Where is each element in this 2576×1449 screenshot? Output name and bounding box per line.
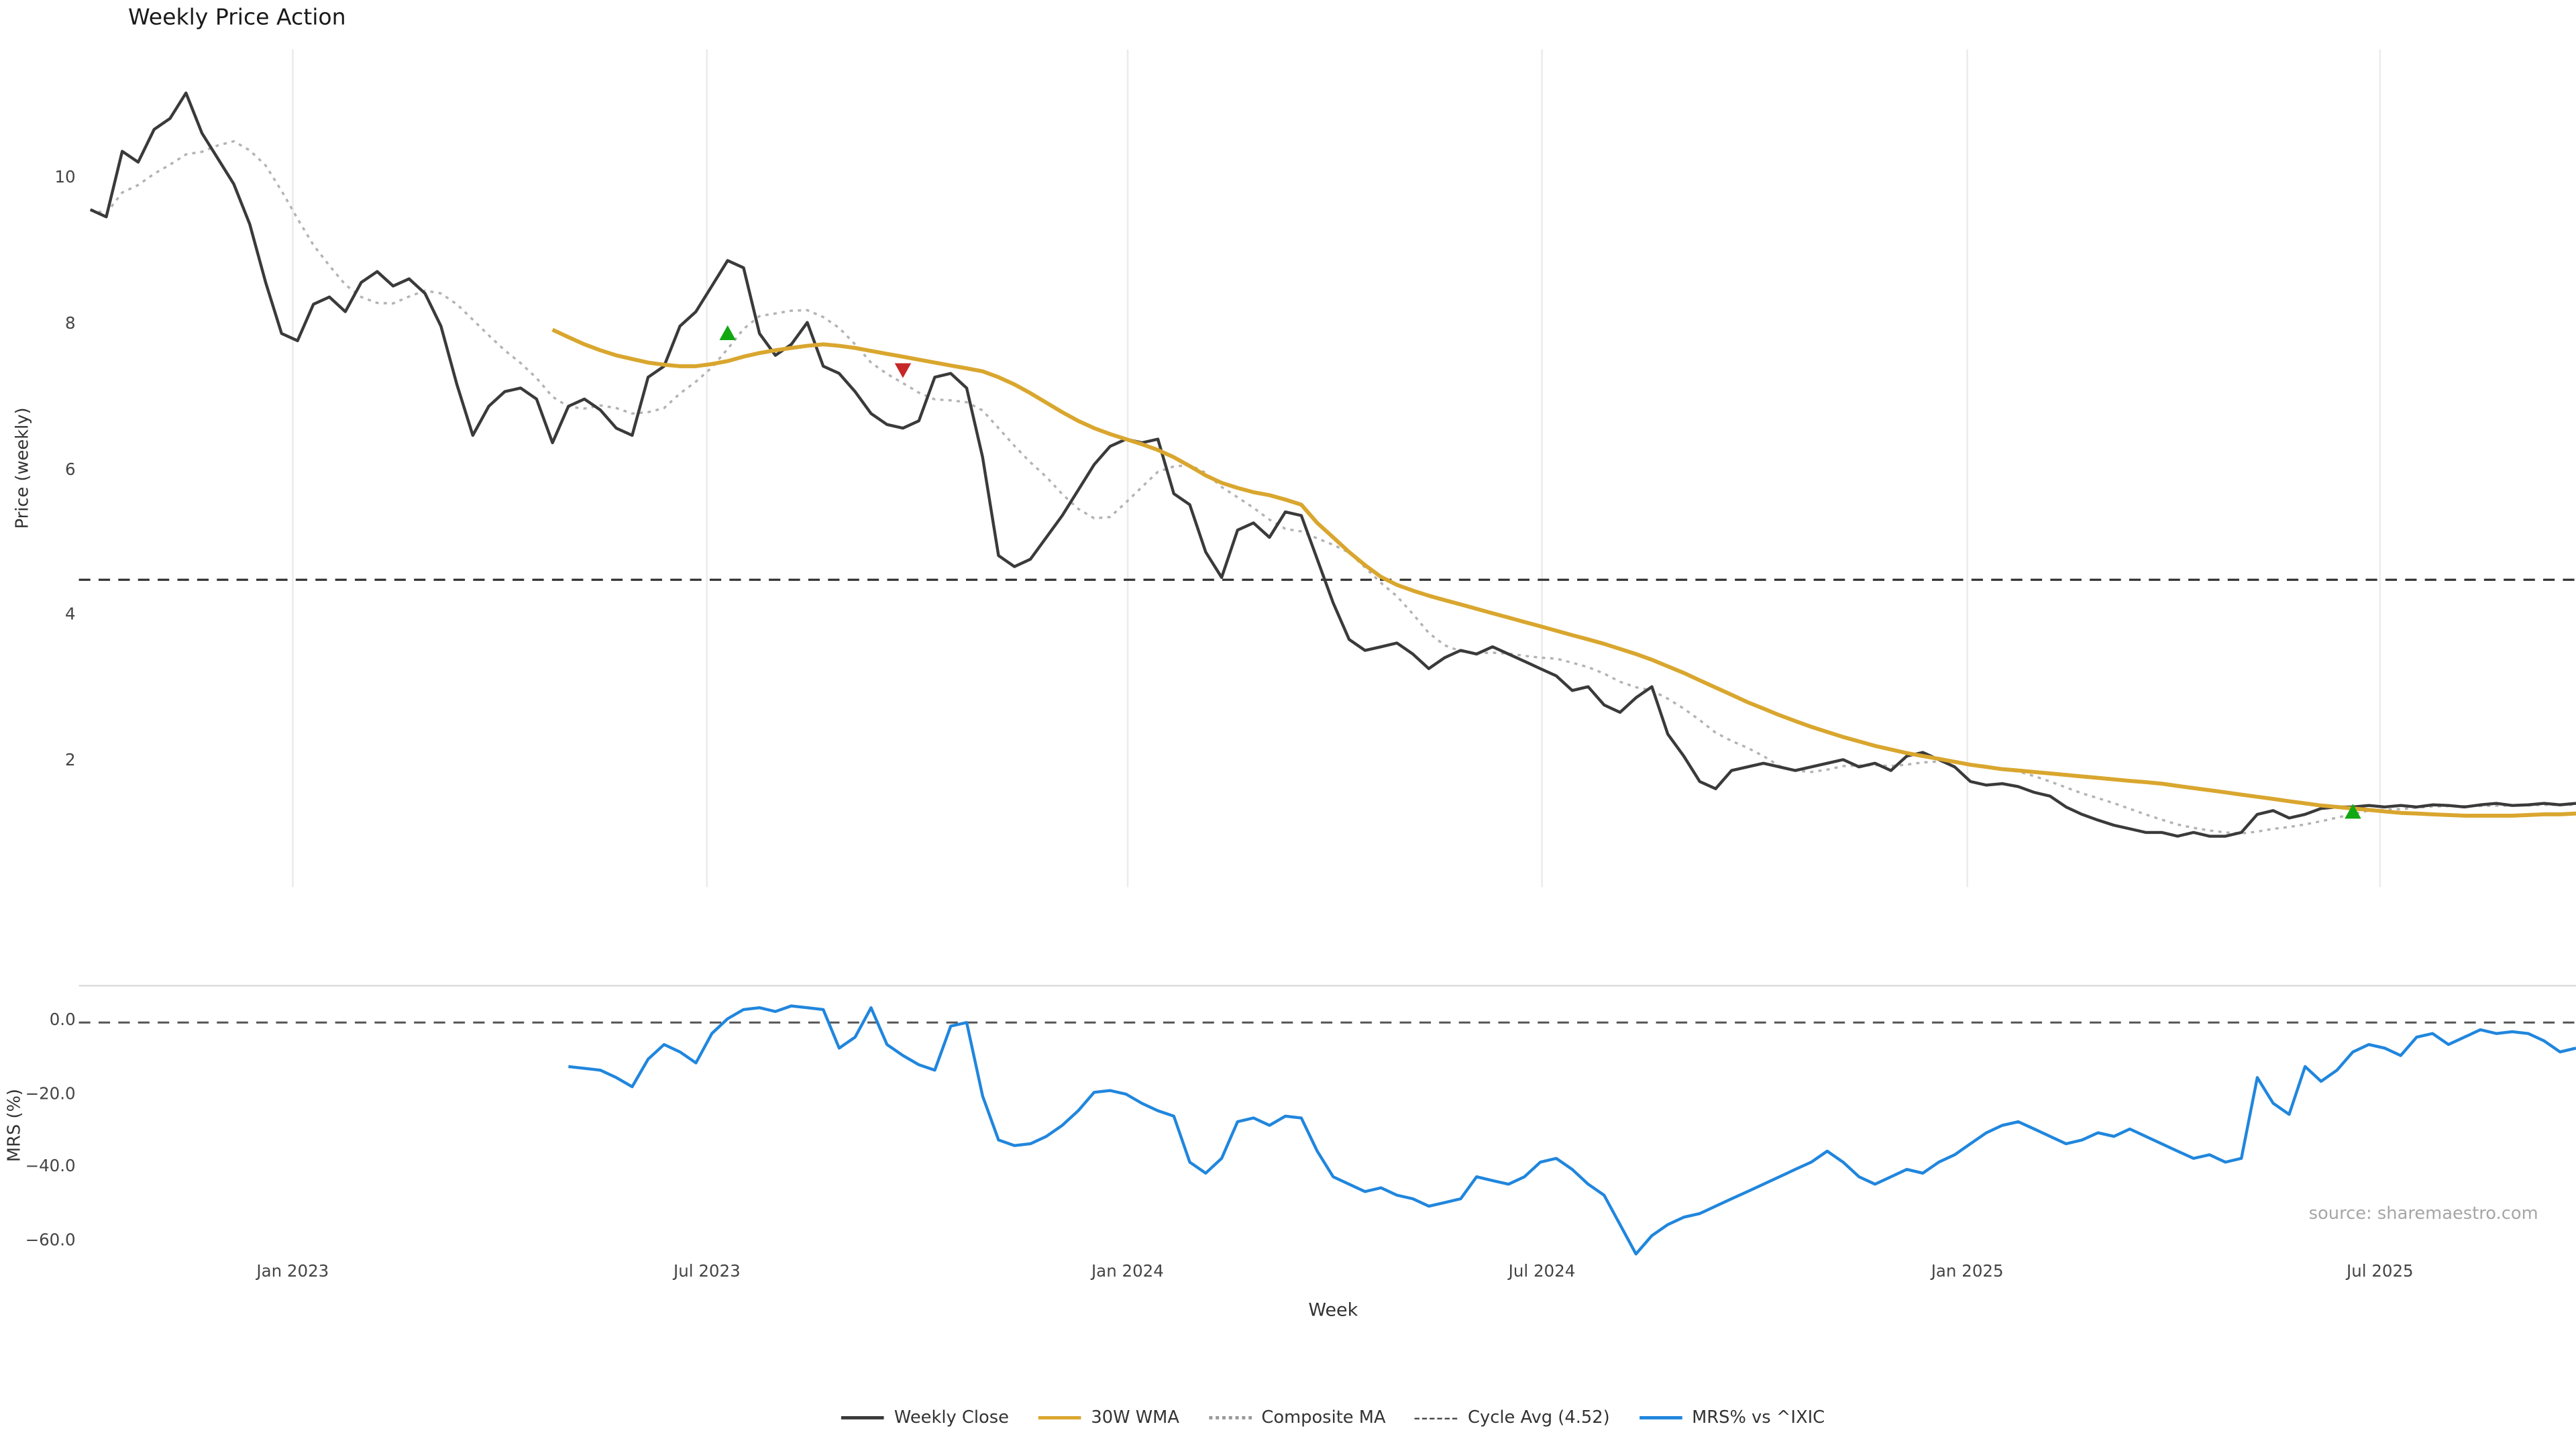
legend-swatch (841, 1416, 885, 1419)
price-y-tick-label: 6 (65, 461, 76, 480)
weekly-close-line (89, 91, 2576, 838)
legend-swatch (1415, 1417, 1458, 1419)
legend-item-composite-ma: Composite MA (1209, 1408, 1386, 1428)
wma-30w-line (551, 327, 2576, 818)
legend-label: Weekly Close (894, 1407, 1009, 1428)
price-y-tick-label: 8 (65, 315, 76, 334)
legend-swatch (1209, 1416, 1252, 1419)
legend-swatch (1038, 1416, 1081, 1419)
legend-label: MRS% vs ^IXIC (1692, 1407, 1825, 1428)
x-tick-label: Jul 2025 (2346, 1263, 2414, 1282)
source-attribution: source: sharemaestro.com (2308, 1204, 2538, 1224)
x-axis-label: Week (1308, 1299, 1358, 1321)
legend-label: 30W WMA (1091, 1407, 1179, 1428)
mrs-y-tick-label: −20.0 (25, 1085, 76, 1104)
legend-item-cycle-avg-4-52-: Cycle Avg (4.52) (1415, 1408, 1610, 1428)
x-tick-label: Jan 2024 (1091, 1263, 1164, 1282)
buy-signal-marker (2345, 804, 2361, 819)
x-tick-label: Jan 2023 (256, 1263, 329, 1282)
x-tick-label: Jul 2023 (674, 1263, 741, 1282)
mrs-y-tick-label: −60.0 (25, 1232, 76, 1250)
sell-signal-marker (894, 363, 912, 378)
price-y-tick-label: 2 (65, 752, 76, 771)
legend: Weekly Close 30W WMA Composite MA Cycle Avg… (91, 1408, 2576, 1428)
mrs-line (568, 1004, 2576, 1256)
price-y-tick-label: 4 (65, 606, 76, 625)
legend-item-30w-wma: 30W WMA (1038, 1408, 1179, 1428)
buy-signal-marker (719, 325, 736, 340)
composite-ma-line (90, 140, 2576, 835)
x-tick-label: Jul 2024 (1508, 1263, 1576, 1282)
legend-label: Cycle Avg (4.52) (1468, 1407, 1610, 1428)
legend-item-mrs-vs-ixic: MRS% vs ^IXIC (1639, 1407, 1825, 1428)
mrs-y-tick-label: 0.0 (49, 1012, 76, 1030)
price-y-tick-label: 10 (54, 170, 76, 188)
mrs-y-tick-label: −40.0 (25, 1159, 76, 1177)
legend-item-weekly-close: Weekly Close (841, 1407, 1009, 1428)
legend-label: Composite MA (1261, 1407, 1386, 1428)
legend-swatch (1639, 1416, 1682, 1419)
chart-title: Weekly Price Action (128, 5, 346, 32)
x-tick-label: Jan 2025 (1931, 1263, 2004, 1282)
